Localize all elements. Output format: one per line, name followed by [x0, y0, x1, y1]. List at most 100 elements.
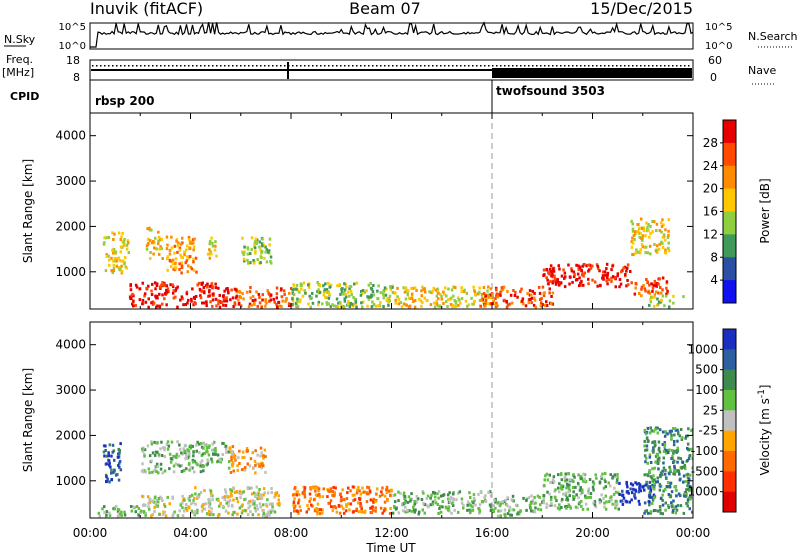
- power-cell: [164, 291, 167, 295]
- power-cell: [190, 242, 194, 245]
- power-cell: [440, 295, 443, 298]
- velocity-cell: [317, 489, 320, 493]
- velocity-cell: [241, 456, 244, 460]
- power-cell: [553, 274, 556, 278]
- velocity-cell: [217, 459, 220, 463]
- velocity-cell: [410, 509, 414, 513]
- velocity-cell: [178, 464, 182, 468]
- velocity-cell: [107, 463, 111, 467]
- power-cell: [644, 245, 648, 249]
- velocity-cell: [448, 497, 452, 501]
- velocity-cell: [306, 504, 309, 507]
- velocity-cell: [166, 447, 170, 451]
- freq-dot: [640, 65, 642, 67]
- power-cell: [122, 259, 125, 263]
- power-cell: [387, 297, 391, 301]
- velocity-cell: [673, 464, 676, 468]
- freq-dot: [536, 65, 538, 67]
- power-cell: [309, 297, 312, 301]
- power-cell: [454, 286, 457, 289]
- power-cell: [168, 252, 172, 256]
- power-cell: [580, 279, 583, 283]
- velocity-cell: [148, 454, 152, 458]
- power-cell: [171, 291, 175, 295]
- velocity-cell: [202, 464, 205, 468]
- power-cell: [660, 230, 663, 234]
- power-cell: [663, 304, 666, 308]
- velocity-cell: [144, 513, 147, 517]
- power-cell: [464, 299, 468, 303]
- power-cell: [344, 292, 348, 296]
- power-cell: [265, 301, 268, 305]
- power-cell: [269, 293, 273, 297]
- velocity-cell: [379, 506, 383, 510]
- nave-tick-top: 60: [708, 54, 722, 67]
- velocity-cell: [643, 511, 646, 515]
- velocity-cell: [259, 493, 263, 497]
- power-cell: [155, 284, 159, 287]
- velocity-cell: [264, 514, 267, 518]
- velocity-cell: [614, 474, 618, 478]
- power-cell: [143, 292, 147, 296]
- velocity-cell: [103, 454, 106, 458]
- power-cell: [165, 284, 169, 288]
- power-cell: [203, 291, 206, 295]
- velocity-cell: [656, 431, 659, 435]
- velocity-cell: [183, 468, 186, 472]
- freq-dot: [588, 65, 590, 67]
- freq-dot: [500, 65, 502, 67]
- velocity-colorbar-label: 1000: [687, 342, 718, 356]
- power-cell: [170, 235, 173, 239]
- power-cell: [235, 288, 238, 292]
- power-cell: [548, 267, 552, 271]
- velocity-cell: [542, 499, 545, 503]
- power-cell: [281, 299, 284, 303]
- velocity-cell: [652, 509, 656, 513]
- power-cell: [489, 302, 493, 306]
- velocity-cell: [178, 509, 181, 513]
- velocity-cell: [673, 469, 676, 473]
- velocity-cell: [545, 506, 548, 509]
- power-cell: [188, 241, 192, 245]
- power-cell: [153, 246, 156, 250]
- velocity-cell: [255, 485, 258, 489]
- power-cell: [155, 247, 158, 251]
- power-cell: [431, 289, 434, 293]
- velocity-cell: [258, 488, 261, 491]
- power-cell: [456, 296, 460, 300]
- velocity-cell: [194, 502, 197, 506]
- velocity-cell: [685, 434, 688, 438]
- velocity-cell: [385, 485, 389, 489]
- freq-dot: [240, 65, 242, 67]
- power-cell: [222, 303, 225, 307]
- power-cell: [155, 294, 159, 298]
- velocity-cell: [260, 466, 263, 470]
- power-cell: [530, 301, 533, 305]
- velocity-cell: [673, 440, 676, 443]
- velocity-cell: [611, 475, 615, 479]
- power-cell: [391, 291, 395, 294]
- power-cell: [268, 237, 272, 241]
- velocity-cell: [271, 502, 274, 506]
- power-cell: [233, 301, 237, 305]
- velocity-cell: [436, 492, 439, 496]
- power-cell: [655, 248, 658, 252]
- velocity-cell: [548, 504, 551, 508]
- power-cell: [108, 263, 111, 267]
- velocity-cell: [572, 497, 575, 501]
- power-cell: [410, 286, 413, 290]
- power-cell: [659, 286, 662, 289]
- velocity-cell: [242, 490, 245, 494]
- freq-dot: [348, 65, 350, 67]
- power-cell: [210, 282, 214, 286]
- power-cell: [548, 291, 551, 295]
- power-cell: [634, 282, 638, 285]
- velocity-cell: [654, 427, 657, 431]
- power-cell: [208, 288, 211, 292]
- freq-marks: [91, 62, 692, 79]
- power-cell: [165, 288, 168, 292]
- velocity-cell: [671, 510, 674, 514]
- velocity-cell: [147, 467, 151, 471]
- velocity-cell: [413, 502, 417, 506]
- power-cell: [157, 235, 161, 239]
